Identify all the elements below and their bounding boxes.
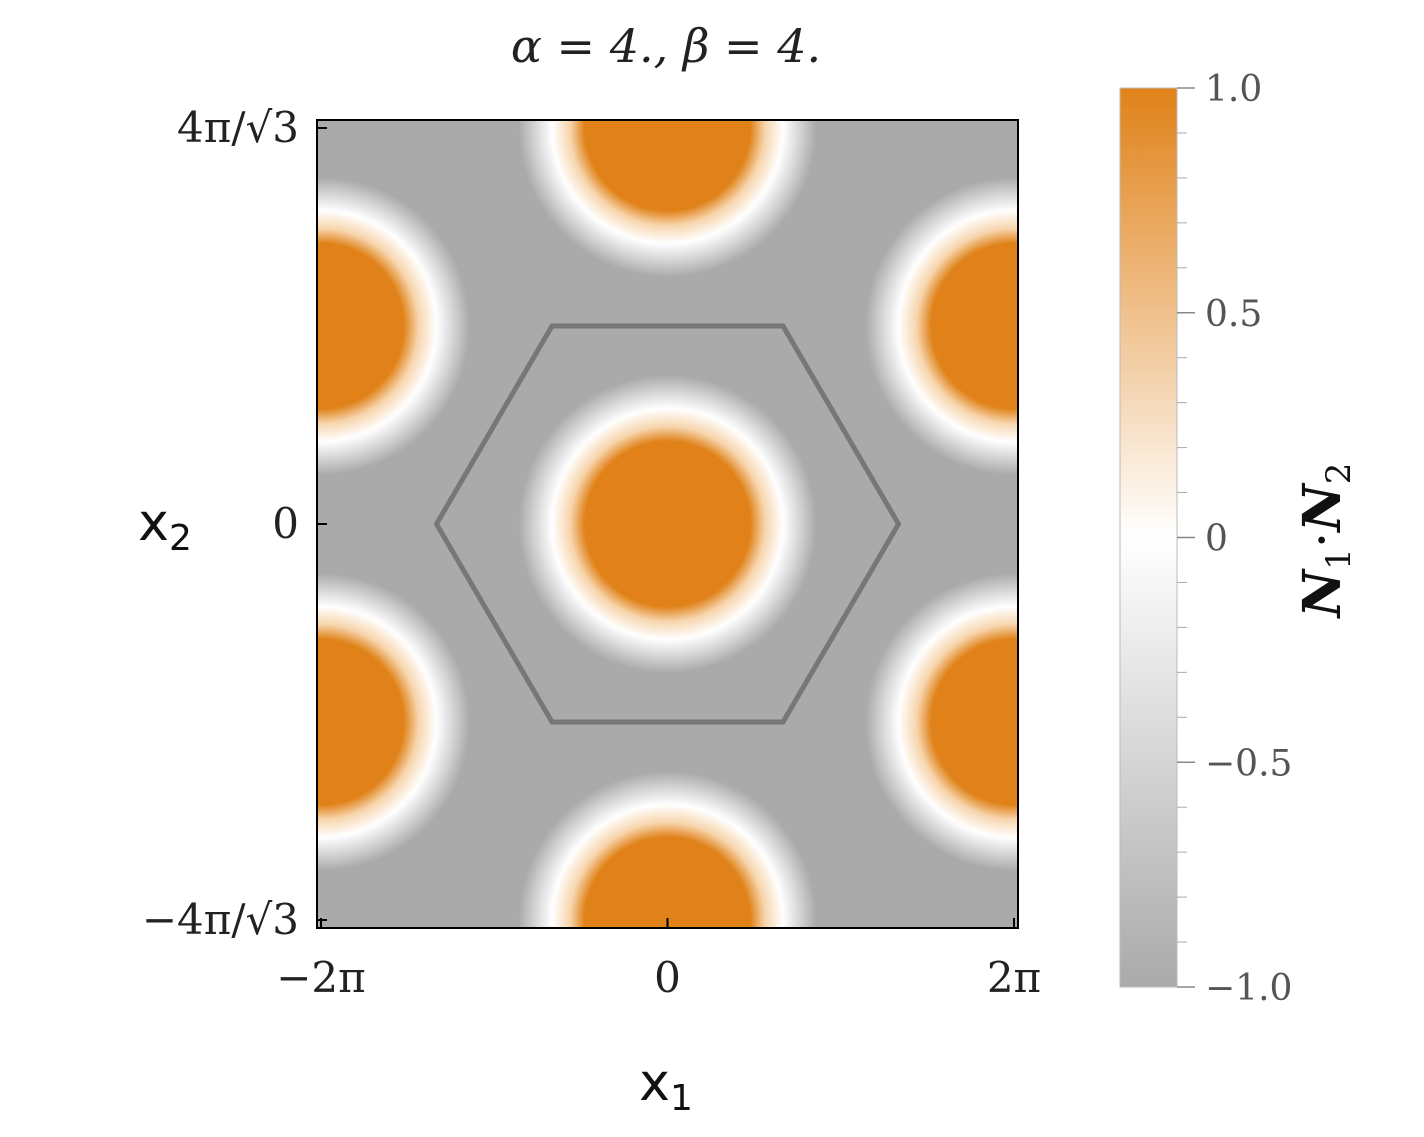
colorbar-label-n2: N <box>1292 482 1353 534</box>
colorbar-tick-label-2: 0 <box>1205 519 1228 560</box>
heatmap-disc-5 <box>317 573 470 871</box>
y-axis-label: x2 <box>138 493 192 559</box>
colorbar-label-dot: · <box>1293 532 1353 549</box>
colorbar-gradient <box>1119 87 1178 988</box>
heatmap-discs <box>317 120 1018 928</box>
colorbar: 1.00.50−0.5−1.0 N1·N2 <box>1119 69 1359 1009</box>
colorbar-ticks: 1.0 0.5 0 −0.5 −1.0 <box>1177 69 1292 1009</box>
colorbar-tick-label-1: 0.5 <box>1205 294 1262 335</box>
colorbar-label-sub2: 2 <box>1319 463 1359 485</box>
heatmap-disc-3 <box>317 177 470 475</box>
x-tick-label-0: −2π <box>276 953 366 1002</box>
colorbar-tick-label-4: −1.0 <box>1205 968 1292 1009</box>
y-tick-label-0: −4π/√3 <box>142 895 299 944</box>
colorbar-label-n1: N <box>1292 567 1353 619</box>
heatmap-disc-4 <box>865 177 1018 475</box>
y-axis-ticks: −4π/√3 0 4π/√3 <box>142 103 327 944</box>
colorbar-tick-label-3: −0.5 <box>1205 743 1292 784</box>
heatmap-disc-6 <box>865 573 1018 871</box>
x-axis-ticks: −2π 0 2π <box>276 918 1041 1002</box>
colorbar-label: N1·N2 <box>1292 463 1359 620</box>
y-tick-label-1: 0 <box>272 499 299 548</box>
x-tick-label-2: 2π <box>987 953 1041 1002</box>
x-tick-label-1: 0 <box>654 953 681 1002</box>
y-axis-label-subscript: 2 <box>169 518 192 559</box>
y-tick-label-2: 4π/√3 <box>177 103 299 152</box>
chart-title: α = 4., β = 4. <box>511 19 821 73</box>
plot-area: −2π 0 2π −4π/√3 0 4π/√3 <box>142 103 1041 1002</box>
heatmap-disc-1 <box>518 120 817 277</box>
y-axis-label-main: x <box>138 493 169 553</box>
colorbar-tick-label-0: 1.0 <box>1205 69 1262 110</box>
brillouin-zone-hexagon <box>433 323 902 725</box>
heatmap-disc-2 <box>518 771 817 928</box>
x-axis-label-main: x <box>639 1053 670 1113</box>
heatmap-disc-0 <box>518 375 817 673</box>
x-axis-label-subscript: 1 <box>670 1078 693 1119</box>
colorbar-label-sub1: 1 <box>1319 548 1359 570</box>
x-axis-label: x1 <box>639 1053 693 1119</box>
